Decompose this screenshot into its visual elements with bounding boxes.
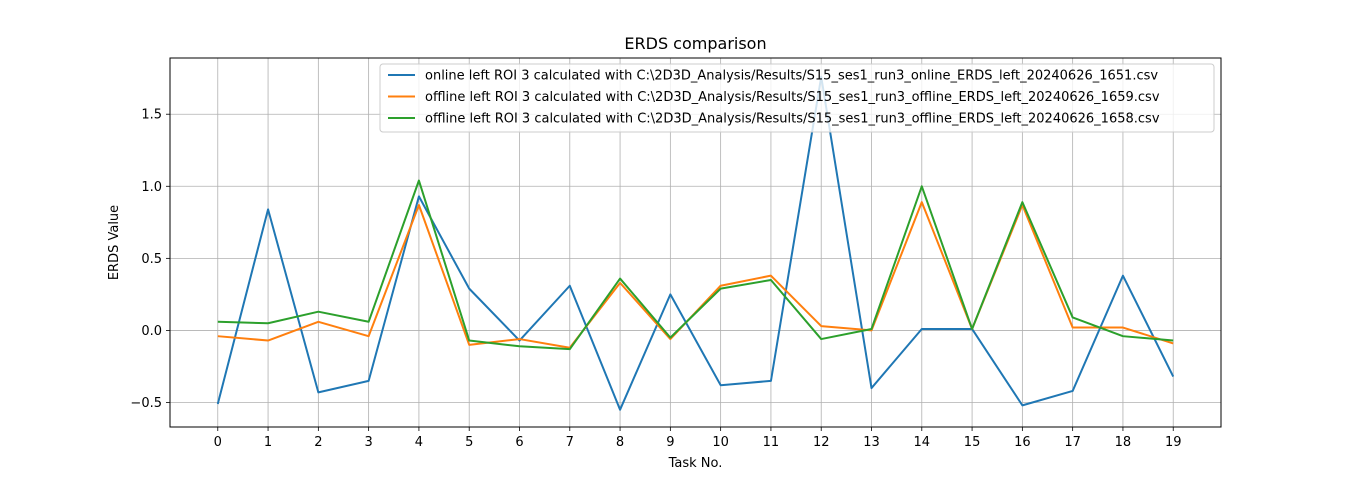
y-axis-label: ERDS Value <box>107 205 122 280</box>
legend: online left ROI 3 calculated with C:\2D3… <box>379 63 1215 133</box>
x-tick-label: 14 <box>914 435 931 450</box>
x-tick-label: 9 <box>666 435 674 450</box>
x-tick-label: 18 <box>1115 435 1132 450</box>
x-tick-label: 4 <box>415 435 423 450</box>
x-tick-label: 3 <box>364 435 372 450</box>
x-axis-label: Task No. <box>668 456 723 471</box>
x-tick-label: 16 <box>1014 435 1031 450</box>
x-tick-label: 0 <box>214 435 222 450</box>
x-tick-label: 19 <box>1165 435 1182 450</box>
y-tick-label: 0.0 <box>141 324 162 339</box>
y-tick-label: 1.0 <box>141 180 162 195</box>
y-ticks: −0.5 0.0 0.5 1.0 1.5 <box>130 108 170 411</box>
x-tick-label: 12 <box>813 435 830 450</box>
series-line-1 <box>216 75 1175 411</box>
x-tick-label: 17 <box>1064 435 1081 450</box>
plot-area-frame <box>169 57 1222 428</box>
legend-label-1: online left ROI 3 calculated with C:\2D3… <box>425 69 1158 84</box>
x-tick-label: 5 <box>465 435 473 450</box>
legend-frame <box>379 63 1215 133</box>
x-tick-label: 11 <box>763 435 780 450</box>
series-line-3 <box>217 179 1174 351</box>
series-layer <box>216 75 1175 411</box>
x-tick-label: 6 <box>515 435 523 450</box>
legend-label-3: offline left ROI 3 calculated with C:\2D… <box>425 112 1160 127</box>
y-tick-label: −0.5 <box>130 396 162 411</box>
x-tick-label: 13 <box>863 435 880 450</box>
x-tick-label: 15 <box>964 435 981 450</box>
x-tick-label: 1 <box>264 435 272 450</box>
chart-title: ERDS comparison <box>624 34 766 53</box>
legend-label-2: offline left ROI 3 calculated with C:\2D… <box>425 90 1160 105</box>
x-tick-label: 7 <box>566 435 574 450</box>
x-tick-label: 2 <box>314 435 322 450</box>
y-tick-label: 1.5 <box>141 108 162 123</box>
x-tick-label: 10 <box>712 435 729 450</box>
x-tick-label: 8 <box>616 435 624 450</box>
x-ticks: 0 1 2 3 4 5 6 7 8 9 10 11 12 13 14 15 16 17 18 19 <box>214 427 1182 450</box>
y-tick-label: 0.5 <box>141 252 162 267</box>
